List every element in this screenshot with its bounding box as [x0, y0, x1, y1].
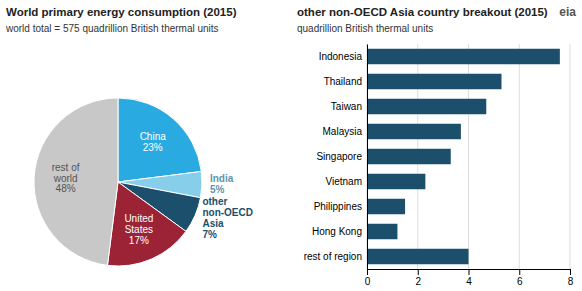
- y-tick: Vietnam: [325, 176, 367, 187]
- slice-label-line: China: [140, 131, 167, 142]
- y-tick: Malaysia: [323, 126, 367, 137]
- x-tick-label: 2: [415, 276, 421, 287]
- x-tick: 8: [568, 269, 574, 287]
- slice-label-line: India: [210, 173, 234, 184]
- title: World primary energy consumption (2015): [6, 6, 237, 18]
- slice-value-label: 5%: [210, 184, 225, 195]
- y-tick-label: Singapore: [316, 151, 362, 162]
- pie-slice: [34, 98, 118, 265]
- x-tick-mark: [570, 269, 571, 275]
- x-tick-mark: [519, 269, 520, 275]
- x-tick-label: 8: [568, 276, 574, 287]
- bar: [367, 199, 405, 215]
- y-tick-label: Philippines: [314, 201, 362, 212]
- x-tick: 0: [365, 269, 371, 287]
- y-tick: Hong Kong: [312, 226, 367, 237]
- bar: [367, 74, 501, 90]
- pie-labels: China23% India5%othernon-OECDAsia7% United…: [52, 131, 253, 246]
- slice-label: UnitedStates: [124, 213, 153, 235]
- y-tick-label: Thailand: [324, 76, 362, 87]
- y-tick-label: Vietnam: [325, 176, 362, 187]
- pie-slice: [107, 182, 185, 266]
- grid-line: [367, 44, 368, 269]
- subtitle: quadrillion British thermal units: [297, 23, 433, 34]
- bars: [367, 49, 560, 265]
- title: other non-OECD Asia country breakout (20…: [297, 6, 548, 18]
- x-tick-mark: [367, 269, 368, 275]
- bar: [367, 149, 451, 165]
- y-tick: Singapore: [316, 151, 367, 162]
- y-tick: Indonesia: [319, 51, 367, 62]
- grid-line: [519, 44, 520, 269]
- x-tick: 4: [466, 269, 472, 287]
- slice-value-label: 7%: [202, 229, 217, 240]
- slice-label-line: non-OECD: [202, 207, 253, 218]
- y-axis-line: [367, 45, 368, 270]
- grid: [367, 44, 570, 269]
- slice-label-line: other: [202, 196, 227, 207]
- pie-slice: [118, 98, 201, 182]
- slice-value-label: 23%: [143, 142, 163, 153]
- x-axis: 0 2 4 6 8: [365, 269, 574, 287]
- slice-label: India: [210, 173, 234, 184]
- y-tick: Philippines: [314, 201, 367, 212]
- annotation: eia: [559, 5, 576, 19]
- y-tick: Taiwan: [331, 101, 367, 112]
- pie: [34, 98, 202, 266]
- y-tick-label: Malaysia: [323, 126, 363, 137]
- bar: [367, 174, 425, 190]
- x-axis-line: [368, 270, 571, 276]
- subtitle: world total = 575 quadrillion British th…: [5, 23, 219, 34]
- x-tick-label: 6: [517, 276, 523, 287]
- x-tick: 2: [415, 269, 421, 287]
- bar: [367, 124, 461, 140]
- slice-label: othernon-OECDAsia: [202, 196, 253, 229]
- y-tick: Thailand: [324, 76, 367, 87]
- y-tick-label: Indonesia: [319, 51, 363, 62]
- slice-label-line: Asia: [202, 218, 224, 229]
- bar: [367, 249, 469, 265]
- grid-line: [570, 44, 571, 269]
- bar-panel: other non-OECD Asia country breakout (20…: [297, 5, 576, 287]
- slice-label: rest ofworld: [52, 161, 80, 183]
- bar: [367, 99, 486, 115]
- slice-label-line: United: [124, 213, 153, 224]
- slice-label-line: world: [53, 172, 78, 183]
- bar: [367, 224, 397, 240]
- bar: [367, 49, 560, 65]
- y-tick-label: rest of region: [304, 251, 362, 262]
- y-tick-label: Taiwan: [331, 101, 362, 112]
- slice-label-line: States: [125, 224, 153, 235]
- x-tick-mark: [418, 269, 419, 275]
- y-axis: Indonesia Thailand Taiwan Malaysia Singapore…: [304, 45, 368, 270]
- chart-root: World primary energy consumption (2015) w…: [0, 0, 582, 291]
- y-tick-label: Hong Kong: [312, 226, 362, 237]
- pie-panel: World primary energy consumption (2015) w…: [5, 6, 253, 266]
- slice-label: China: [140, 131, 167, 142]
- slice-label-line: rest of: [52, 161, 80, 172]
- x-tick-label: 0: [365, 276, 371, 287]
- x-tick-mark: [469, 269, 470, 275]
- y-tick: rest of region: [304, 251, 367, 262]
- slice-value-label: 17%: [129, 235, 149, 246]
- x-tick-label: 4: [466, 276, 472, 287]
- x-tick: 6: [517, 269, 523, 287]
- slice-value-label: 48%: [56, 183, 76, 194]
